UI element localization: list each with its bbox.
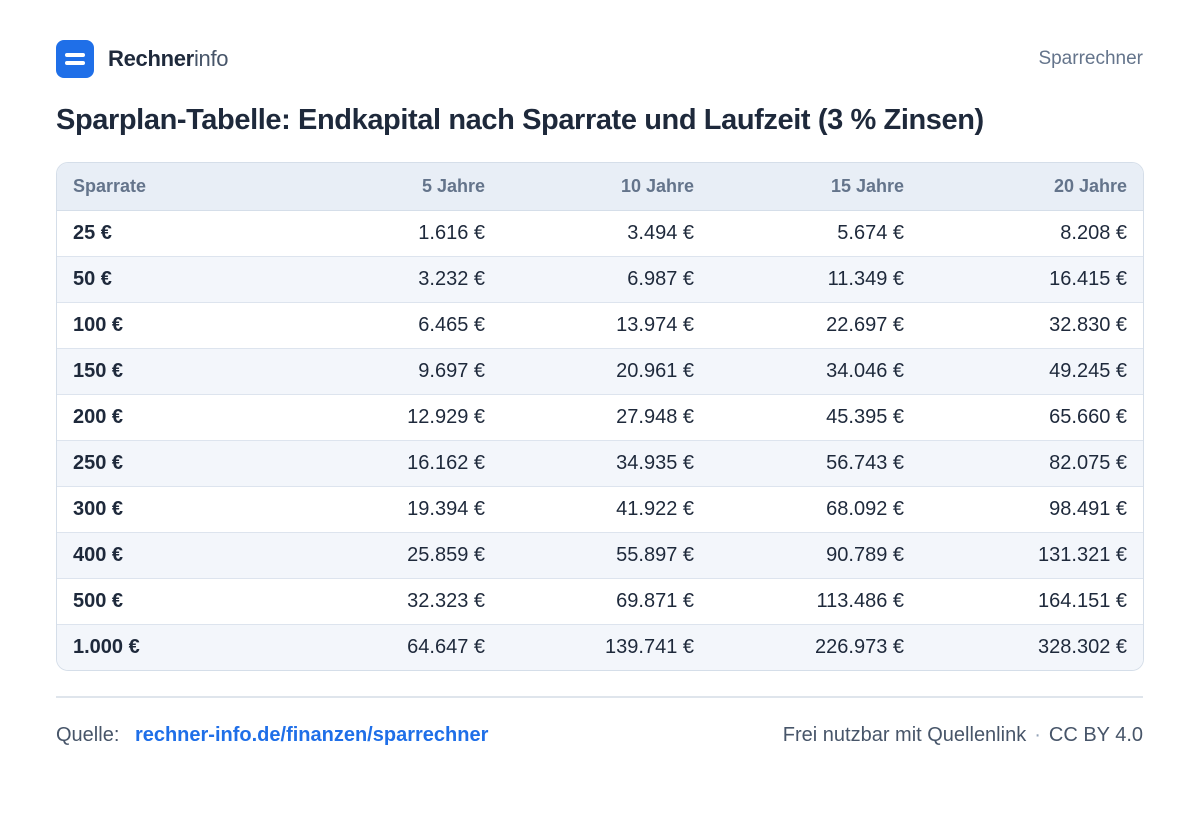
table-row: 150 €9.697 €20.961 €34.046 €49.245 € — [57, 348, 1143, 395]
end-capital-cell: 32.830 € — [920, 302, 1143, 349]
end-capital-cell: 3.232 € — [289, 256, 501, 303]
end-capital-cell: 139.741 € — [501, 624, 710, 670]
column-header: 15 Jahre — [710, 163, 920, 211]
table-header-row: Sparrate 5 Jahre 10 Jahre 15 Jahre 20 Jahre — [57, 163, 1143, 211]
footer-divider — [56, 696, 1143, 698]
section-label: Sparrechner — [1038, 48, 1143, 69]
end-capital-cell: 226.973 € — [710, 624, 920, 670]
savings-rate-cell: 250 € — [57, 440, 289, 487]
column-header: 20 Jahre — [920, 163, 1143, 211]
end-capital-cell: 1.616 € — [289, 210, 501, 257]
end-capital-cell: 34.046 € — [710, 348, 920, 395]
end-capital-cell: 65.660 € — [920, 394, 1143, 441]
logo-two-bars-icon — [56, 40, 94, 78]
end-capital-cell: 8.208 € — [920, 210, 1143, 257]
table-row: 25 €1.616 €3.494 €5.674 €8.208 € — [57, 210, 1143, 257]
end-capital-cell: 12.929 € — [289, 394, 501, 441]
end-capital-cell: 45.395 € — [710, 394, 920, 441]
column-header: 10 Jahre — [501, 163, 710, 211]
end-capital-cell: 56.743 € — [710, 440, 920, 487]
end-capital-cell: 11.349 € — [710, 256, 920, 303]
license-info: Frei nutzbar mit Quellenlink · CC BY 4.0 — [783, 724, 1143, 747]
page-title: Sparplan-Tabelle: Endkapital nach Sparra… — [56, 104, 984, 136]
table-row: 50 €3.232 €6.987 €11.349 €16.415 € — [57, 256, 1143, 303]
end-capital-cell: 55.897 € — [501, 532, 710, 579]
savings-rate-cell: 400 € — [57, 532, 289, 579]
end-capital-cell: 16.162 € — [289, 440, 501, 487]
end-capital-cell: 9.697 € — [289, 348, 501, 395]
source-label: Quelle: — [56, 723, 120, 746]
brand-name-light: info — [193, 46, 229, 71]
end-capital-cell: 328.302 € — [920, 624, 1143, 670]
page-header: Rechnerinfo Sparrechner — [56, 40, 1143, 78]
end-capital-cell: 20.961 € — [501, 348, 710, 395]
page-footer: Quelle: rechner-info.de/finanzen/sparrec… — [56, 720, 1143, 750]
table-row: 1.000 €64.647 €139.741 €226.973 €328.302… — [57, 624, 1143, 670]
brand-logo-link[interactable]: Rechnerinfo — [56, 40, 229, 78]
end-capital-cell: 68.092 € — [710, 486, 920, 533]
savings-rate-cell: 25 € — [57, 210, 289, 257]
end-capital-cell: 5.674 € — [710, 210, 920, 257]
savings-rate-cell: 150 € — [57, 348, 289, 395]
end-capital-cell: 49.245 € — [920, 348, 1143, 395]
column-header: Sparrate — [57, 163, 289, 211]
table-row: 250 €16.162 €34.935 €56.743 €82.075 € — [57, 440, 1143, 487]
brand-name: Rechnerinfo — [108, 46, 229, 72]
end-capital-cell: 113.486 € — [710, 578, 920, 625]
savings-rate-cell: 50 € — [57, 256, 289, 303]
end-capital-cell: 69.871 € — [501, 578, 710, 625]
end-capital-cell: 22.697 € — [710, 302, 920, 349]
end-capital-cell: 32.323 € — [289, 578, 501, 625]
table-row: 300 €19.394 €41.922 €68.092 €98.491 € — [57, 486, 1143, 533]
source-link[interactable]: rechner-info.de/finanzen/sparrechner — [134, 723, 489, 746]
end-capital-cell: 6.987 € — [501, 256, 710, 303]
savings-table: Sparrate 5 Jahre 10 Jahre 15 Jahre 20 Jahre … — [57, 163, 1143, 670]
table-row: 100 €6.465 €13.974 €22.697 €32.830 € — [57, 302, 1143, 349]
table-row: 200 €12.929 €27.948 €45.395 €65.660 € — [57, 394, 1143, 441]
savings-rate-cell: 200 € — [57, 394, 289, 441]
end-capital-cell: 64.647 € — [289, 624, 501, 670]
end-capital-cell: 6.465 € — [289, 302, 501, 349]
end-capital-cell: 82.075 € — [920, 440, 1143, 487]
table-row: 500 €32.323 €69.871 €113.486 €164.151 € — [57, 578, 1143, 625]
end-capital-cell: 3.494 € — [501, 210, 710, 257]
source: Quelle: rechner-info.de/finanzen/sparrec… — [56, 724, 488, 747]
savings-table-container: Sparrate 5 Jahre 10 Jahre 15 Jahre 20 Jahre … — [56, 162, 1144, 671]
end-capital-cell: 131.321 € — [920, 532, 1143, 579]
savings-rate-cell: 500 € — [57, 578, 289, 625]
end-capital-cell: 34.935 € — [501, 440, 710, 487]
savings-rate-cell: 1.000 € — [57, 624, 289, 670]
table-body: 25 €1.616 €3.494 €5.674 €8.208 €50 €3.23… — [57, 210, 1143, 670]
license-name: CC BY 4.0 — [1048, 723, 1143, 746]
column-header: 5 Jahre — [289, 163, 501, 211]
end-capital-cell: 164.151 € — [920, 578, 1143, 625]
license-text: Frei nutzbar mit Quellenlink — [782, 723, 1027, 746]
savings-rate-cell: 300 € — [57, 486, 289, 533]
end-capital-cell: 41.922 € — [501, 486, 710, 533]
end-capital-cell: 25.859 € — [289, 532, 501, 579]
end-capital-cell: 27.948 € — [501, 394, 710, 441]
savings-rate-cell: 100 € — [57, 302, 289, 349]
brand-name-strong: Rechner — [108, 46, 194, 71]
license-separator: · — [1034, 723, 1041, 746]
table-row: 400 €25.859 €55.897 €90.789 €131.321 € — [57, 532, 1143, 579]
end-capital-cell: 90.789 € — [710, 532, 920, 579]
end-capital-cell: 19.394 € — [289, 486, 501, 533]
end-capital-cell: 13.974 € — [501, 302, 710, 349]
end-capital-cell: 98.491 € — [920, 486, 1143, 533]
end-capital-cell: 16.415 € — [920, 256, 1143, 303]
